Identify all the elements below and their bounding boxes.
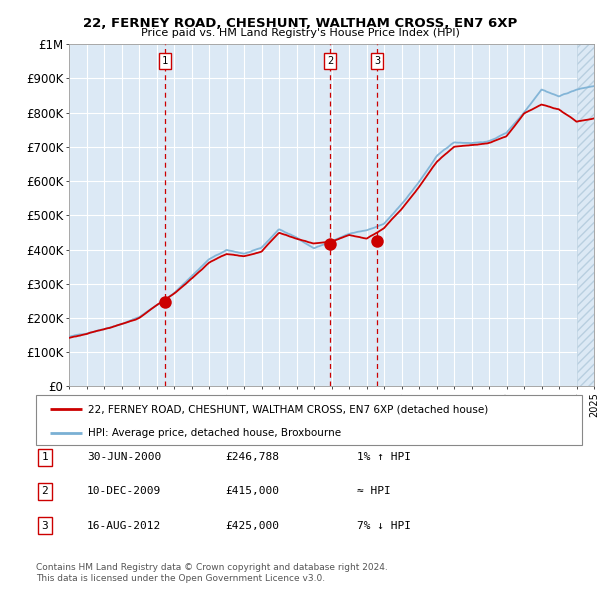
Text: Contains HM Land Registry data © Crown copyright and database right 2024.: Contains HM Land Registry data © Crown c… xyxy=(36,563,388,572)
FancyBboxPatch shape xyxy=(36,395,582,445)
Bar xyxy=(577,44,594,386)
Text: 1% ↑ HPI: 1% ↑ HPI xyxy=(357,453,411,462)
Text: 1: 1 xyxy=(41,453,49,462)
Text: 1: 1 xyxy=(162,56,169,66)
Text: HPI: Average price, detached house, Broxbourne: HPI: Average price, detached house, Brox… xyxy=(88,428,341,438)
Text: £415,000: £415,000 xyxy=(225,487,279,496)
Text: £246,788: £246,788 xyxy=(225,453,279,462)
Text: 3: 3 xyxy=(374,56,380,66)
Text: 22, FERNEY ROAD, CHESHUNT, WALTHAM CROSS, EN7 6XP (detached house): 22, FERNEY ROAD, CHESHUNT, WALTHAM CROSS… xyxy=(88,404,488,414)
Text: 3: 3 xyxy=(41,521,49,530)
Text: 30-JUN-2000: 30-JUN-2000 xyxy=(87,453,161,462)
Text: Price paid vs. HM Land Registry's House Price Index (HPI): Price paid vs. HM Land Registry's House … xyxy=(140,28,460,38)
Text: This data is licensed under the Open Government Licence v3.0.: This data is licensed under the Open Gov… xyxy=(36,574,325,583)
Text: ≈ HPI: ≈ HPI xyxy=(357,487,391,496)
Text: 2: 2 xyxy=(328,56,334,66)
Text: £425,000: £425,000 xyxy=(225,521,279,530)
Text: 7% ↓ HPI: 7% ↓ HPI xyxy=(357,521,411,530)
Text: 10-DEC-2009: 10-DEC-2009 xyxy=(87,487,161,496)
Text: 22, FERNEY ROAD, CHESHUNT, WALTHAM CROSS, EN7 6XP: 22, FERNEY ROAD, CHESHUNT, WALTHAM CROSS… xyxy=(83,17,517,30)
Text: 2: 2 xyxy=(41,487,49,496)
Text: 16-AUG-2012: 16-AUG-2012 xyxy=(87,521,161,530)
